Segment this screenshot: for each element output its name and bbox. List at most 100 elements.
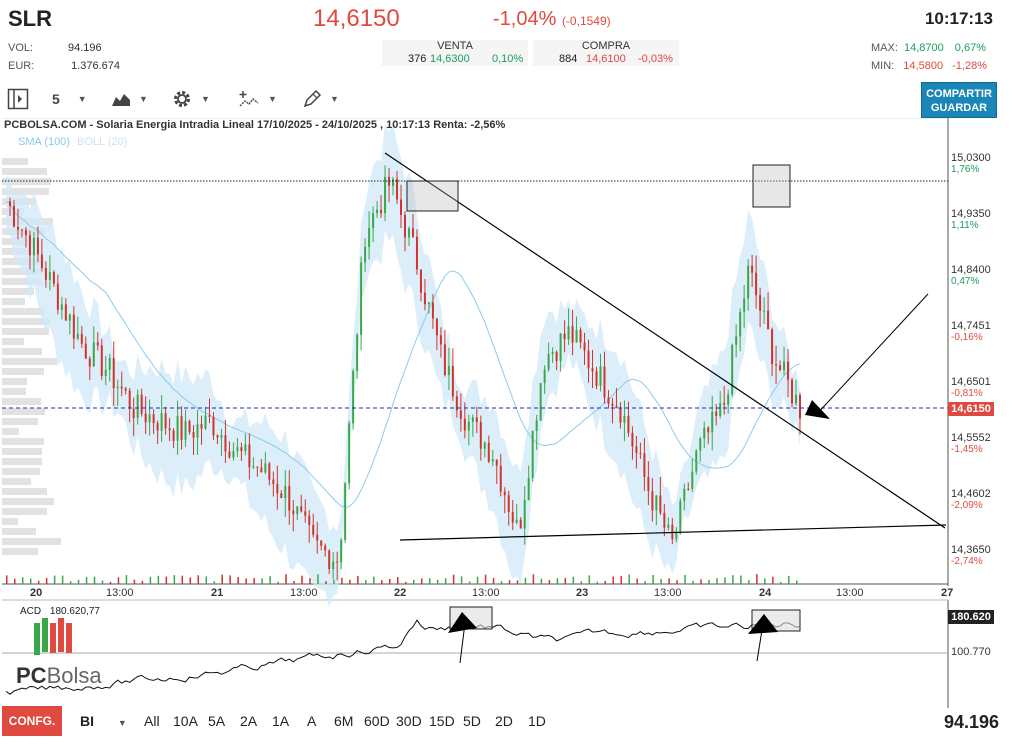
x-tick-label: 20 — [30, 587, 43, 599]
pencil-icon — [303, 89, 322, 108]
legend-boll[interactable]: BOLL (20) — [77, 136, 128, 148]
candle-body — [575, 329, 578, 343]
interval-select[interactable]: 5 ▼ — [52, 88, 87, 110]
volume-bar — [21, 577, 24, 584]
mode-select[interactable]: BI ▼ — [80, 713, 127, 729]
candle-body — [84, 343, 87, 359]
candle-body — [172, 430, 175, 441]
candle-body — [376, 209, 379, 214]
candle-body — [308, 515, 311, 525]
volume-bar — [676, 580, 678, 584]
volume-bar — [796, 580, 798, 584]
volume-bar — [444, 578, 447, 584]
candle-body — [228, 451, 231, 458]
area-chart-icon — [112, 94, 130, 106]
config-button[interactable]: CONFG. — [2, 706, 62, 736]
range-1d[interactable]: 1D — [528, 713, 546, 729]
candle-body — [471, 417, 474, 422]
candle-body — [431, 302, 434, 319]
highlight-box[interactable] — [752, 164, 791, 208]
volume-profile-bar — [2, 518, 18, 525]
candle-body — [527, 477, 530, 501]
candle-body — [759, 295, 762, 311]
candle-body — [411, 228, 414, 237]
candle-body — [531, 430, 534, 478]
range-all[interactable]: All — [144, 713, 160, 729]
range-30d[interactable]: 30D — [396, 713, 422, 729]
volume-bar — [333, 579, 335, 584]
legend-sma[interactable]: SMA (100) — [18, 136, 70, 148]
volume-bar — [548, 580, 551, 584]
volume-bar — [652, 575, 654, 584]
volume-bar — [125, 575, 128, 584]
range-5a[interactable]: 5A — [208, 713, 226, 729]
candle-body — [60, 304, 63, 310]
volume-bar — [341, 577, 343, 584]
volume-bar — [309, 578, 311, 584]
settings-select[interactable]: ▼ — [171, 88, 210, 110]
range-1a[interactable]: 1A — [272, 713, 290, 729]
range-15d[interactable]: 15D — [429, 713, 455, 729]
candle-body — [727, 394, 730, 405]
range-2d[interactable]: 2D — [495, 713, 513, 729]
candle-body — [176, 416, 179, 441]
volume-bar — [213, 581, 215, 584]
candle-body — [787, 361, 790, 380]
volume-bar — [45, 577, 48, 584]
range-a[interactable]: A — [307, 713, 317, 729]
volume-profile-bar — [2, 368, 44, 375]
chart-type-select[interactable]: ▼ — [111, 88, 148, 110]
highlight-box[interactable] — [406, 180, 459, 212]
range-6m[interactable]: 6M — [334, 713, 354, 729]
candle-body — [144, 413, 147, 423]
symbol: SLR — [8, 6, 52, 31]
drawing-tools-select[interactable]: ▼ — [302, 88, 339, 110]
range-5d[interactable]: 5D — [463, 713, 481, 729]
candle-body — [28, 235, 31, 256]
candle-body — [340, 539, 343, 563]
logo-bolsa: Bolsa — [46, 663, 102, 688]
candle-body — [591, 368, 594, 372]
range-60d[interactable]: 60D — [364, 713, 390, 729]
euro-row: EUR: 1.376.674 — [8, 60, 120, 72]
chart-area[interactable]: PCBOLSA.COM - Solaria Energia Intradia L… — [0, 118, 1011, 708]
bottom-volume: 94.196 — [943, 712, 999, 732]
volume-profile-bar — [2, 498, 54, 505]
panel-toggle-button[interactable] — [7, 88, 29, 110]
trendline-support[interactable] — [399, 524, 947, 541]
volume-bar — [285, 574, 287, 584]
volume-row: VOL: 94.196 — [8, 42, 102, 54]
candle-body — [491, 459, 494, 462]
save-label: GUARDAR — [930, 102, 988, 114]
volume-profile-bar — [2, 468, 40, 475]
price-chart[interactable] — [0, 118, 1011, 708]
candle-body — [635, 446, 638, 454]
candle-body — [763, 310, 766, 312]
volume-profile-bar — [2, 548, 38, 555]
y-tick-pct: -1,45% — [951, 444, 983, 455]
range-2a[interactable]: 2A — [240, 713, 258, 729]
arrow-line[interactable] — [814, 293, 929, 417]
volume-bar — [6, 575, 8, 584]
candle-body — [455, 396, 458, 411]
y-tick-label: 14,3650 — [951, 544, 991, 556]
volume-bar — [77, 579, 80, 584]
candle-body — [647, 476, 650, 492]
volume-bar — [253, 578, 255, 584]
candle-body — [296, 506, 299, 515]
range-10a[interactable]: 10A — [173, 713, 198, 729]
volume-profile-bar — [2, 288, 34, 295]
indicators-select[interactable]: ▼ — [238, 88, 277, 110]
candle-body — [268, 463, 271, 480]
gear-icon — [174, 91, 190, 107]
volume-bar — [532, 574, 535, 584]
candle-body — [156, 423, 159, 431]
share-save-button[interactable]: COMPARTIR GUARDAR — [921, 82, 997, 118]
volume-profile-bar — [2, 158, 28, 165]
volume-bar — [397, 577, 399, 584]
trendline-descending[interactable] — [384, 152, 946, 529]
volume-bars — [6, 574, 798, 584]
volume-bar — [229, 575, 231, 584]
volume-bar — [484, 574, 487, 584]
candle-body — [332, 561, 335, 570]
